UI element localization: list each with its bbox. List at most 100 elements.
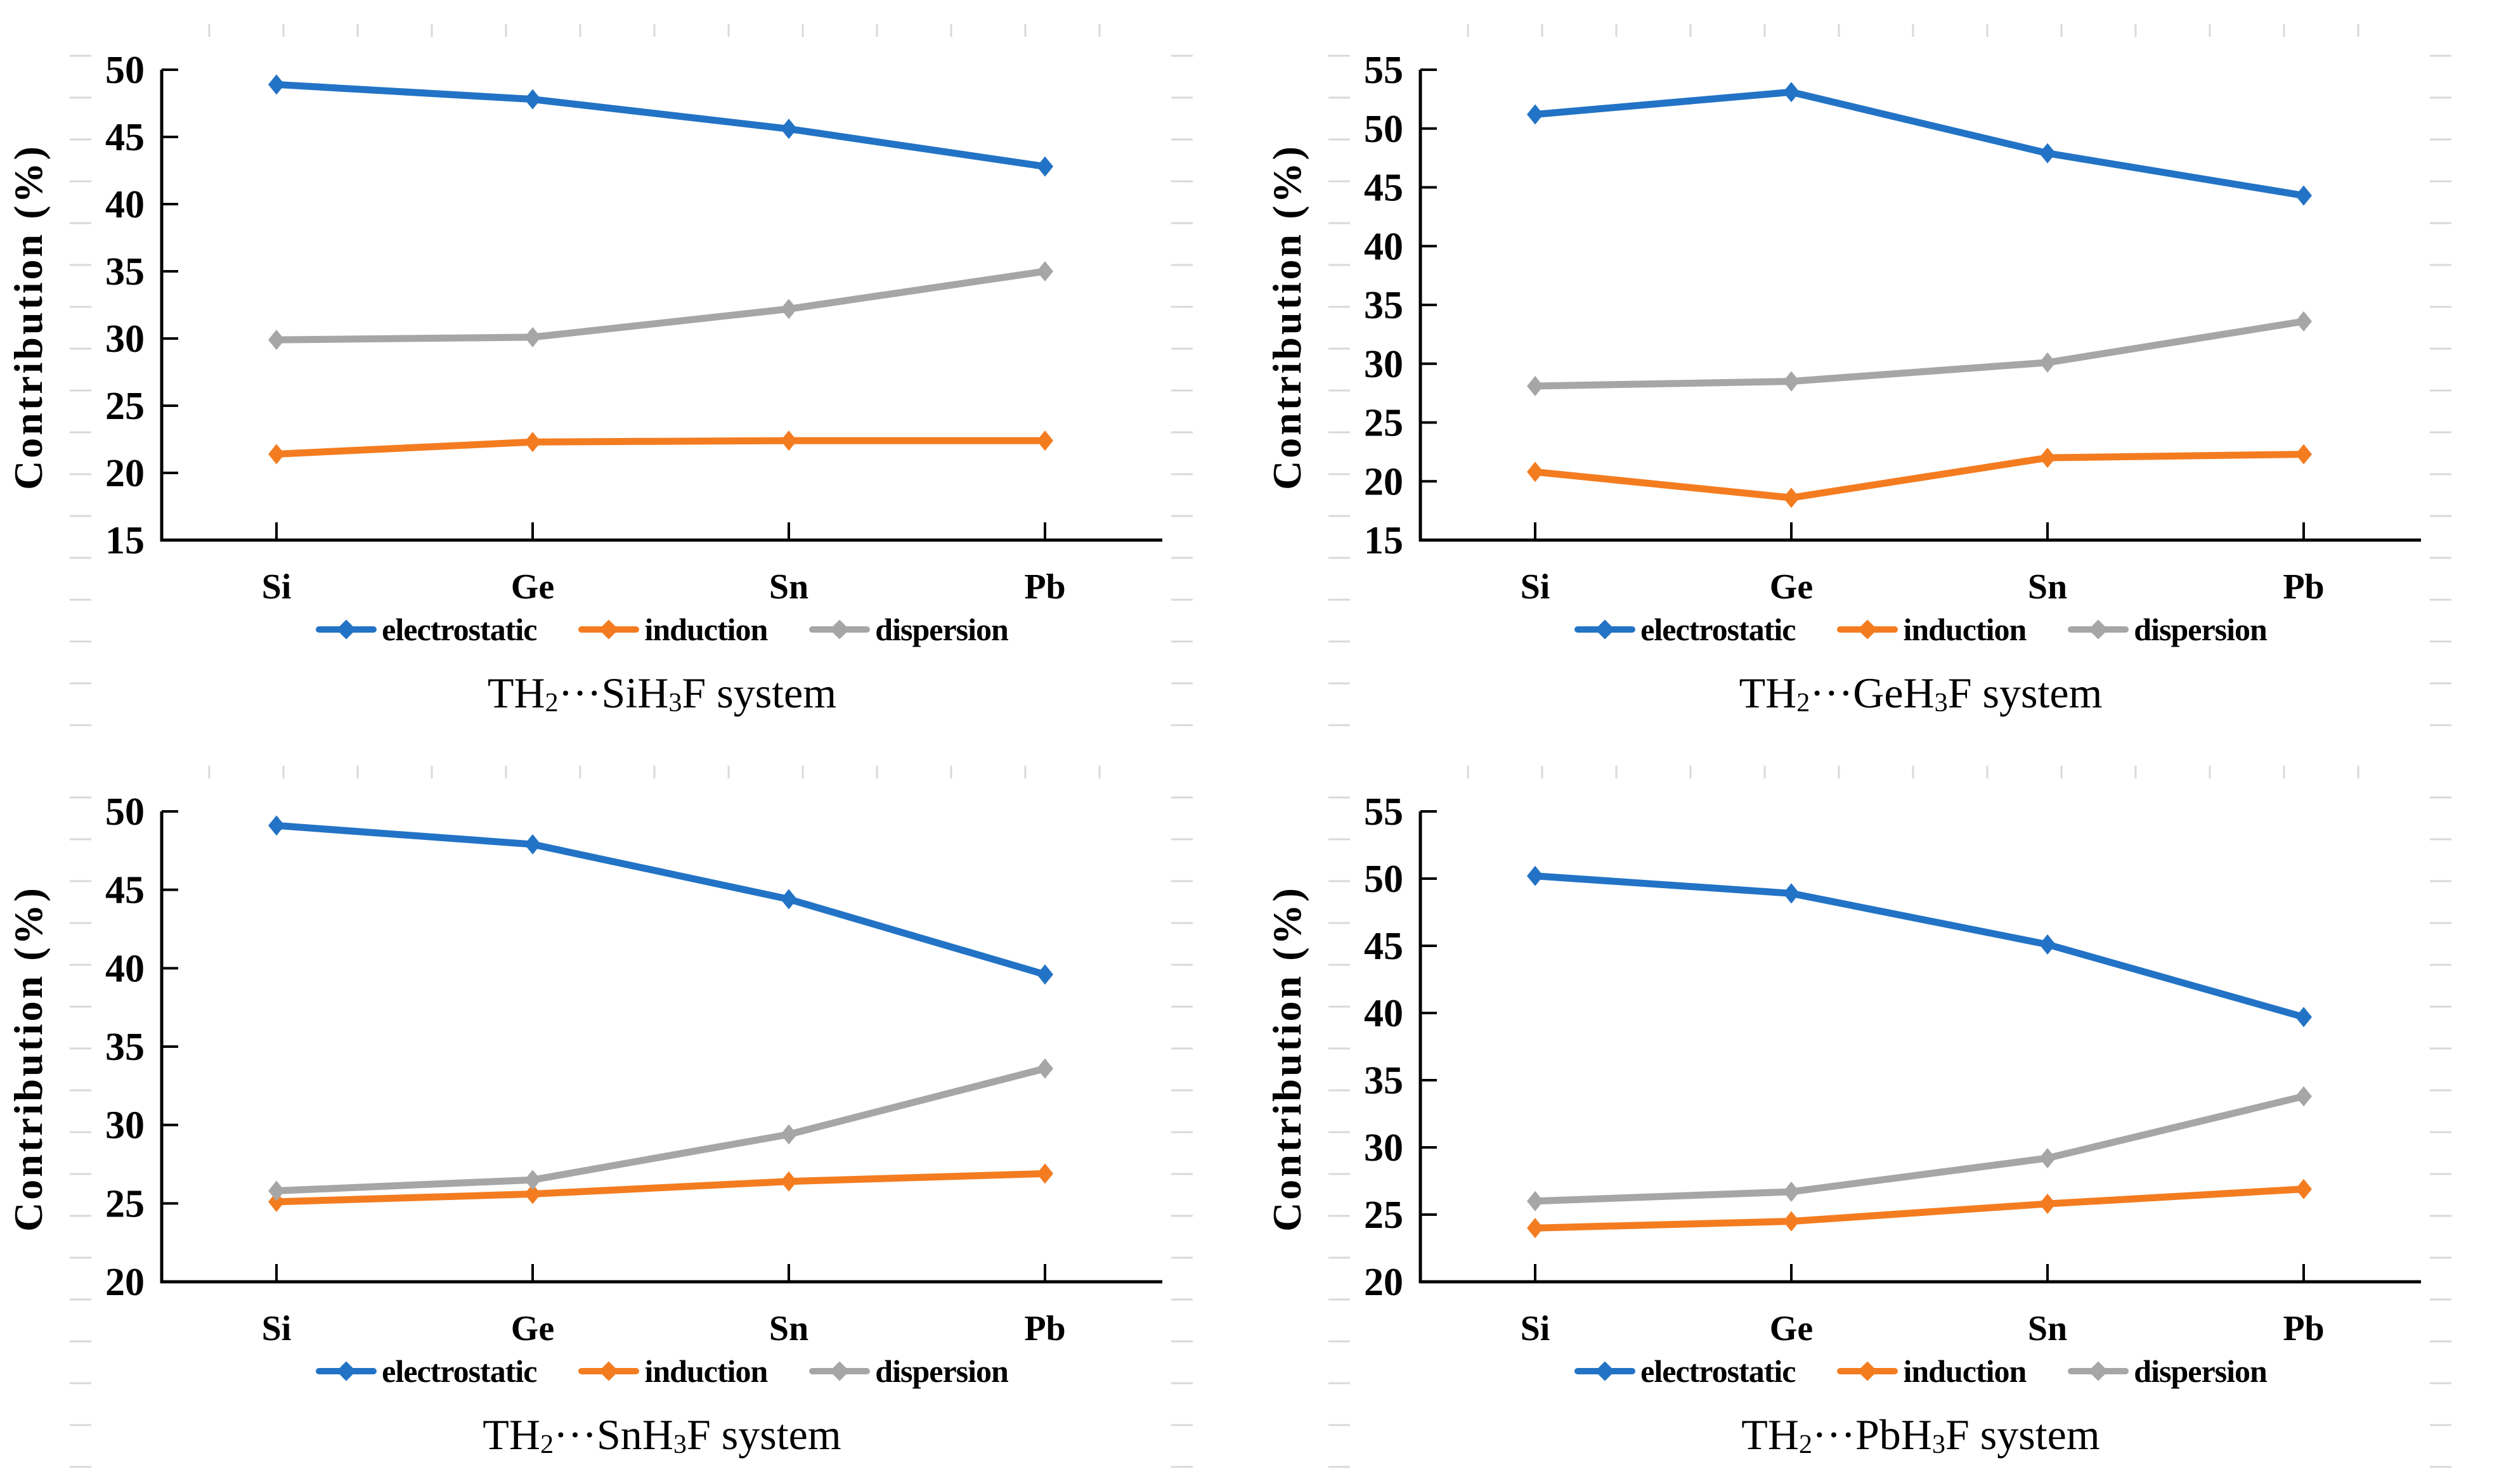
legend-label: dispersion [875,1353,1009,1389]
data-point-marker-induction [268,1191,285,1212]
x-tick-label: Pb [2283,1309,2324,1348]
data-point-marker-induction [1783,1211,1800,1232]
y-tick-label: 50 [1364,858,1403,901]
y-tick-label: 20 [105,1261,145,1304]
data-point-marker-electrostatic [268,74,285,95]
caption-text: TH [1741,1410,1799,1459]
chart-plot-snh3f: 20 25 30 35 40 45 50 Si Ge Sn Pb Contribution (%) [6,766,1193,1468]
data-point-marker-dispersion [2295,311,2312,332]
series-line-dispersion [273,1065,1049,1195]
data-point-marker-dispersion [1527,375,1543,396]
series-line-induction [273,1170,1049,1206]
y-tick-label: 35 [105,250,145,294]
legend-item-induction: induction [1837,612,2027,647]
caption-text: ···PbH [1812,1410,1932,1459]
y-tick-label: 45 [105,869,145,912]
caption-text: F system [686,1410,841,1459]
induction-line-marker-icon [578,1360,640,1382]
series-line-dispersion [1531,318,2307,390]
y-tick-label: 25 [105,385,145,428]
dispersion-line-marker-icon [2068,1360,2129,1382]
legend-label: induction [644,612,768,647]
caption-text: TH [487,669,545,717]
data-point-marker-dispersion [781,299,797,319]
x-tick-label: Pb [1024,1309,1065,1348]
caption-subscript: 2 [545,687,559,718]
legend-label: induction [1903,612,2027,647]
caption-subscript: 3 [1934,687,1948,718]
data-point-marker-induction [2295,444,2312,465]
y-tick-label: 30 [105,1104,145,1147]
data-point-marker-dispersion [1527,1190,1543,1211]
y-tick-label: 45 [1364,925,1403,968]
data-point-marker-dispersion [1037,261,1053,281]
legend-item-induction: induction [578,612,768,647]
data-point-marker-dispersion [524,326,541,347]
y-tick-label: 55 [1364,49,1403,92]
caption-subscript: 2 [540,1429,554,1459]
caption-text: F system [1945,1410,2100,1459]
legend-label: electrostatic [1640,612,1796,647]
data-point-marker-electrostatic [1783,82,1800,103]
data-point-marker-electrostatic [524,834,541,855]
data-point-marker-dispersion [268,1180,285,1201]
x-tick-label: Ge [511,567,554,607]
legend-item-electrostatic: electrostatic [1574,612,1796,647]
legend-label: dispersion [2134,1353,2268,1389]
data-point-marker-electrostatic [2039,934,2056,955]
legend-item-induction: induction [578,1353,768,1389]
data-point-marker-induction [2039,1194,2056,1215]
caption-text: TH [483,1410,540,1459]
y-tick-label: 25 [105,1182,145,1225]
legend-label: induction [644,1353,768,1389]
dispersion-line-marker-icon [809,1360,871,1382]
data-point-marker-electrostatic [781,889,797,910]
y-axis-title: Contribution (%) [1264,144,1309,490]
series-line-electrostatic [1531,88,2307,199]
x-tick-label: Sn [769,567,808,607]
legend-label: electrostatic [382,1353,537,1389]
data-point-marker-electrostatic [2295,1007,2312,1028]
y-tick-label: 20 [105,452,145,495]
series-line-electrostatic [273,81,1049,171]
caption-text: TH [1739,669,1797,717]
series-line-induction [1531,451,2307,501]
series-line-induction [273,437,1049,458]
legend-item-induction: induction [1837,1355,2027,1387]
data-point-marker-dispersion [2295,1086,2312,1107]
legend-item-dispersion: dispersion [809,614,1009,645]
caption-subscript: 3 [673,1429,687,1459]
caption-subscript: 2 [1798,1429,1813,1459]
caption-subscript: 3 [1931,1429,1945,1459]
electrostatic-line-marker-icon [316,1360,377,1382]
caption-text: F system [1947,669,2103,717]
chart-caption: TH2···PbH3F system [1357,1411,2484,1459]
data-point-marker-electrostatic [1527,865,1543,886]
x-tick-label: Ge [1770,567,1813,607]
dispersion-line-marker-icon [809,619,871,640]
data-point-marker-electrostatic [2039,143,2056,164]
chart-plot-geh3f: 15 20 25 30 35 40 45 50 55 Si Ge Sn Pb Contribution (… [1264,24,2451,726]
x-tick-label: Sn [2028,1309,2067,1348]
data-point-marker-dispersion [524,1170,541,1190]
electrostatic-line-marker-icon [1574,619,1636,640]
y-tick-label: 40 [1364,992,1403,1035]
y-tick-label: 40 [105,183,145,226]
legend-item-dispersion: dispersion [2068,1353,2268,1389]
y-axis-title: Contribution (%) [6,144,51,490]
caption-subscript: 3 [668,687,682,718]
panel-snh3f-system: 20 25 30 35 40 45 50 Si Ge Sn Pb Contribution (%) e… [0,742,1259,1484]
y-tick-label: 50 [1364,108,1403,151]
x-tick-label: Ge [511,1309,554,1348]
x-tick-label: Pb [2283,567,2324,607]
caption-subscript: 2 [1796,687,1810,718]
legend: electrostatic induction dispersion [162,1355,1162,1387]
data-point-marker-dispersion [781,1124,797,1145]
data-point-marker-dispersion [1037,1058,1053,1079]
y-tick-label: 30 [1364,343,1403,386]
legend: electrostatic induction dispersion [1420,614,2421,645]
y-tick-label: 40 [105,947,145,990]
legend-item-dispersion: dispersion [2068,614,2268,645]
y-tick-label: 35 [1364,1059,1403,1102]
series-line-dispersion [273,268,1049,344]
